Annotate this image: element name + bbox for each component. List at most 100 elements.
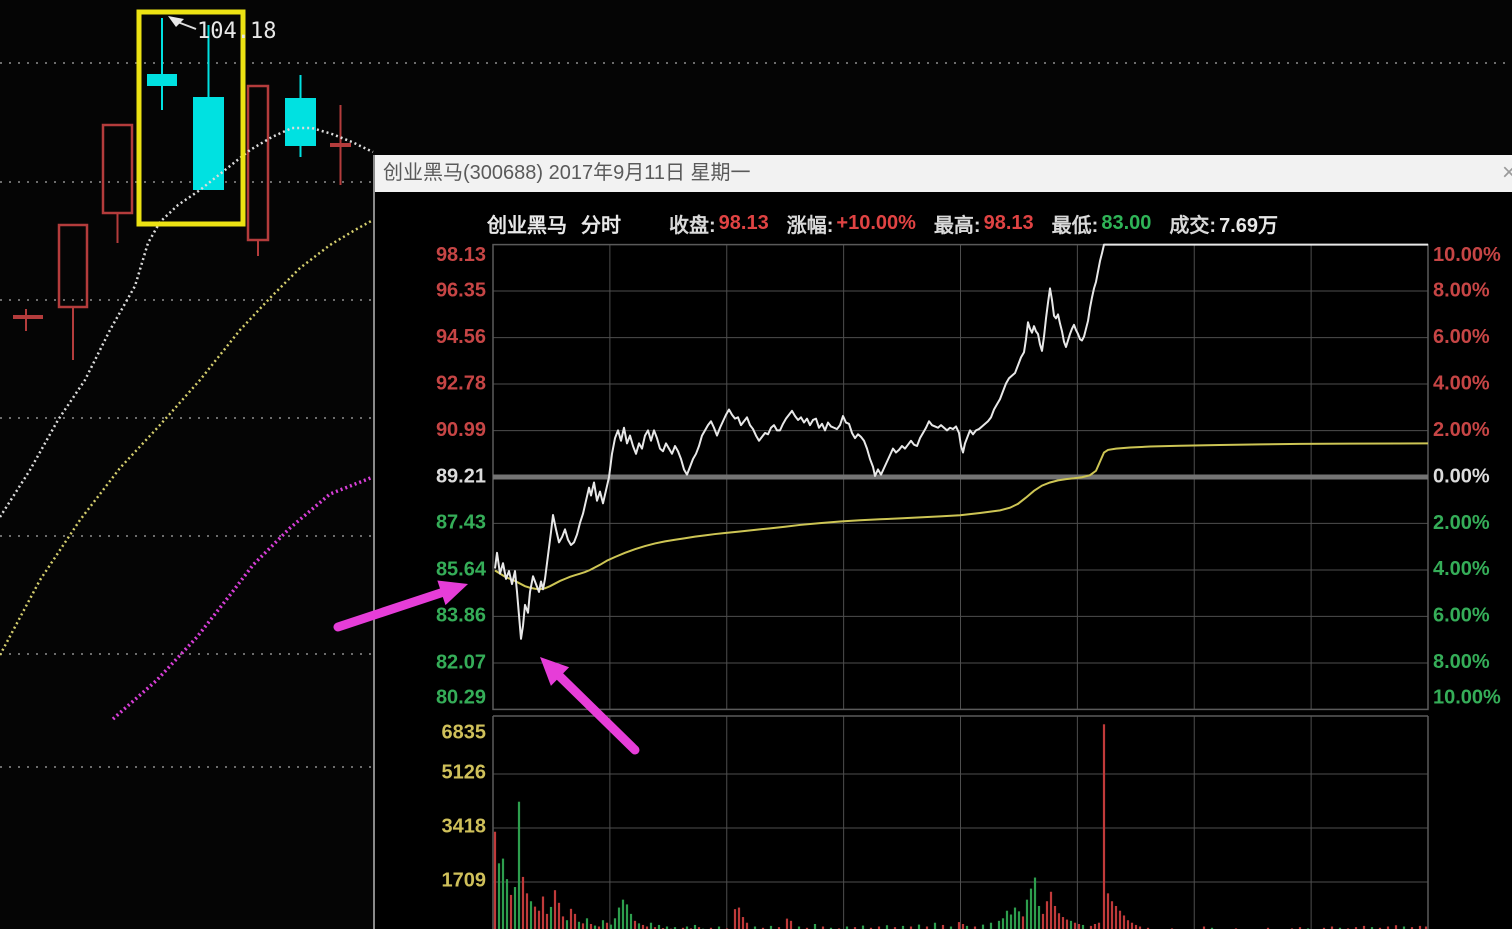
pct-axis-label: 10.00% (1433, 687, 1501, 709)
volume-bar (981, 924, 985, 929)
volume-bar (605, 922, 609, 929)
close-icon[interactable]: × (1501, 159, 1512, 186)
stat-label: 成交: (1169, 214, 1217, 237)
volume-bar (493, 831, 497, 929)
volume-bar (613, 918, 617, 929)
volume-bar (577, 921, 581, 929)
volume-bar (521, 876, 525, 929)
pct-axis-label: 2.00% (1433, 512, 1490, 534)
volume-bar (565, 920, 569, 929)
highlight-box (136, 9, 246, 227)
volume-bar (909, 926, 913, 929)
volume-bar (741, 917, 745, 929)
stat-label: 最低: (1051, 214, 1099, 237)
volume-bar (893, 927, 897, 929)
volume-bar (965, 925, 969, 929)
volume-bar (1077, 923, 1081, 929)
volume-bar (1057, 913, 1061, 929)
volume-bar (1134, 924, 1138, 929)
volume-bar (997, 920, 1001, 929)
volume-bar (665, 926, 669, 929)
volume-bar (1362, 925, 1366, 929)
volume-bar (1118, 910, 1122, 929)
volume-bar (537, 910, 541, 929)
volume-bar (1330, 926, 1334, 929)
volume-bar (1009, 914, 1013, 929)
volume-bar (1102, 724, 1106, 929)
volume-bar (617, 907, 621, 929)
volume-bar (1138, 926, 1142, 929)
volume-bar (517, 801, 521, 929)
volume-bar (1114, 905, 1118, 929)
magenta-arrowhead (540, 657, 570, 686)
volume-bar (609, 924, 613, 929)
volume-bar (657, 924, 661, 929)
pct-axis-label: 6.00% (1433, 326, 1490, 348)
price-line (494, 243, 1428, 640)
volume-axis-label: 3418 (442, 815, 487, 837)
volume-bar (589, 923, 593, 929)
bull-candle-body (147, 74, 177, 86)
volume-bar (1001, 918, 1005, 929)
price-axis-label: 85.64 (436, 558, 487, 580)
volume-bar (861, 925, 865, 929)
volume-bar (597, 926, 601, 929)
volume-bar (885, 925, 889, 929)
pct-axis-label: 4.00% (1433, 372, 1490, 394)
volume-bar (1045, 901, 1049, 929)
popup-titlebar[interactable]: 创业黑马(300688) 2017年9月11日 星期一 × (375, 155, 1512, 192)
volume-bar (1106, 893, 1110, 929)
pct-axis-label: 10.00% (1433, 244, 1501, 266)
volume-bar (1394, 925, 1398, 929)
volume-bar (733, 909, 737, 929)
pct-axis-label: 0.00% (1433, 465, 1490, 487)
volume-bar (1029, 888, 1033, 929)
volume-bar (645, 926, 649, 929)
volume-bar (933, 922, 937, 929)
volume-bar (1013, 907, 1017, 929)
volume-bar (549, 906, 553, 929)
stat-label: 收盘: (669, 214, 716, 237)
magenta-arrowhead (437, 580, 468, 606)
volume-bar (557, 902, 561, 929)
volume-bar (685, 926, 689, 929)
volume-bar (581, 923, 585, 929)
price-axis-label: 82.07 (436, 651, 486, 673)
volume-bar (1025, 899, 1029, 929)
pct-axis-label: 6.00% (1433, 605, 1490, 627)
volume-bar (553, 890, 557, 929)
price-axis-label: 89.21 (436, 465, 486, 487)
volume-bar (629, 913, 633, 929)
volume-bar (693, 924, 697, 929)
volume-bar (633, 920, 637, 929)
price-axis-label: 80.29 (436, 687, 486, 709)
volume-bar (593, 925, 597, 929)
volume-bar (637, 923, 641, 929)
volume-bar (1418, 925, 1422, 929)
stock-name-label: 创业黑马 (487, 214, 567, 237)
volume-bar (1202, 926, 1206, 929)
volume-bar (501, 858, 505, 929)
volume-bar (957, 922, 961, 929)
volume-bar (573, 913, 577, 929)
volume-bar (625, 904, 629, 929)
volume-bar (877, 926, 881, 929)
volume-bar (1370, 927, 1374, 929)
volume-bar (1386, 926, 1390, 929)
volume-bar (1266, 927, 1270, 929)
volume-bar (1338, 927, 1342, 929)
volume-bar (1130, 922, 1134, 929)
volume-bar (1041, 913, 1045, 929)
volume-bar (805, 927, 809, 929)
volume-bar (545, 913, 549, 929)
magenta-arrow-shaft (333, 586, 452, 632)
volume-bar (533, 906, 537, 929)
price-axis-label: 83.86 (436, 605, 486, 627)
volume-bar (717, 926, 721, 929)
bull-candle-body (285, 98, 316, 146)
volume-bar (745, 922, 749, 929)
